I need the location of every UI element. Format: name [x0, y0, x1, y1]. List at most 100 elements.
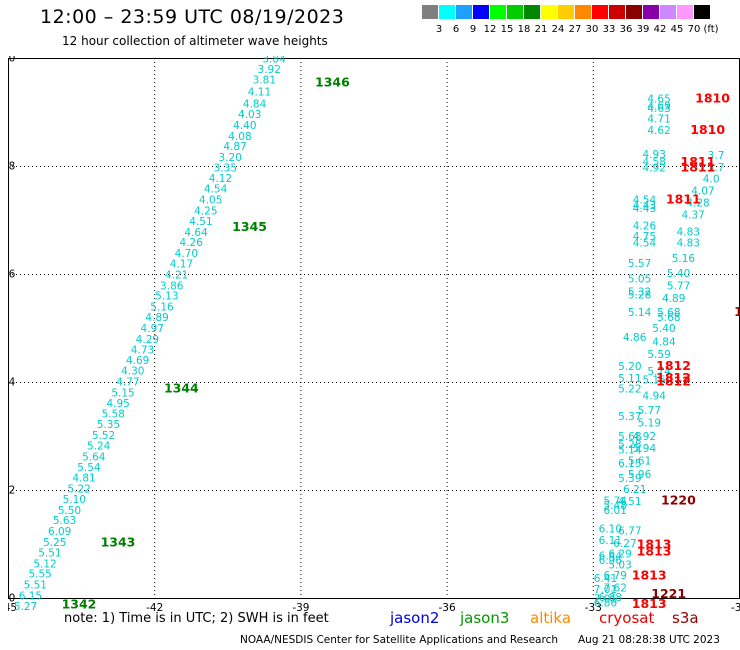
wave-height-label: 4.51 [618, 496, 641, 508]
legend-label: 30 [585, 24, 599, 35]
wave-height-label: 5.54 [77, 462, 101, 474]
wave-height-label: 4.64 [184, 227, 208, 239]
pass-number-label: 1810 [695, 91, 730, 106]
wave-height-label: 4.93 [643, 149, 666, 161]
wave-height-label: 4.51 [189, 216, 212, 228]
wave-height-label: 4.84 [243, 98, 267, 110]
pass-number-label: 1344 [164, 380, 199, 395]
wave-height-label: 6.09 [48, 526, 71, 538]
wave-height-label: 4.92 [633, 431, 656, 443]
wave-height-label: 6.11 [599, 535, 622, 547]
pass-number-label: 1811 [666, 191, 701, 206]
legend-label: 36 [619, 24, 633, 35]
legend-label: 42 [653, 24, 667, 35]
pass-number-label: 1812 [656, 358, 691, 373]
legend-s3a: s3a [672, 609, 699, 627]
wave-height-label: 4.77 [116, 376, 139, 388]
wave-height-label: 6.77 [618, 526, 641, 538]
pass-number-label: 1812 [656, 370, 691, 385]
wave-height-label: 5.77 [667, 280, 690, 292]
wave-height-label: 4.97 [141, 323, 164, 335]
wave-height-label: 4.26 [180, 237, 204, 249]
pass-number-label: 1342 [62, 596, 97, 611]
lon-tick-label: -45 [8, 602, 17, 614]
wave-height-label: 4.86 [623, 332, 647, 344]
wave-height-label: 5.28 [628, 290, 651, 302]
wave-height-label: 6.44 [599, 550, 623, 562]
legend-label: 70 [687, 24, 701, 35]
legend-swatch [677, 5, 693, 19]
pass-number-label: 1813 [637, 544, 672, 559]
wave-height-label: 5.52 [92, 430, 115, 442]
legend-swatch [626, 5, 642, 19]
legend-label: 18 [517, 24, 531, 35]
wave-height-label: 5.13 [155, 291, 178, 303]
legend-label: 15 [500, 24, 514, 35]
wave-height-label: 5.15 [643, 374, 666, 386]
wave-height-label: 6.27 [613, 538, 636, 550]
wave-height-label: 5.40 [652, 323, 675, 335]
wave-height-label: 5.25 [43, 537, 66, 549]
wave-height-label: 6.15 [19, 590, 42, 602]
wave-height-label: 5.55 [28, 569, 51, 581]
wave-height-label: 4.70 [175, 248, 198, 260]
wave-height-label: 4.89 [662, 293, 685, 305]
legend-swatch [507, 5, 523, 19]
legend-jason3: jason3 [460, 609, 510, 627]
wave-height-label: 5.05 [628, 273, 651, 285]
wave-height-label: 3.20 [219, 152, 242, 164]
wave-height-label: 4.0 [703, 173, 720, 185]
wave-height-label: 4.40 [233, 120, 256, 132]
legend-label: (ft) [703, 24, 719, 35]
legend-swatch [541, 5, 557, 19]
pass-number-label: 1813 [632, 567, 667, 582]
lon-tick-label: -30 [731, 602, 740, 614]
wave-height-label: 6.79 [604, 570, 627, 582]
wave-height-label: 4.08 [228, 131, 251, 143]
legend-swatch [456, 5, 472, 19]
wave-height-label: 4.63 [647, 103, 670, 115]
wave-height-label: 4.83 [677, 226, 700, 238]
wave-height-label: 5.24 [87, 441, 111, 453]
wave-height-label: 5.37 [618, 411, 641, 423]
legend-swatch [694, 5, 710, 19]
wave-height-label: 5.12 [33, 558, 56, 570]
wave-height-label: 4.83 [677, 238, 700, 250]
wave-height-label: 5.74 [604, 495, 628, 507]
wave-height-label: 4.17 [170, 259, 193, 271]
wave-height-label: 4.89 [145, 312, 168, 324]
pass-number-label: 1811 [681, 160, 716, 175]
wave-height-label: 5.22 [618, 383, 641, 395]
wave-height-label: 5.68 [657, 307, 680, 319]
wave-height-label: 5.27 [14, 601, 37, 613]
wave-height-label: 4.81 [72, 473, 95, 485]
wave-height-label: 5.40 [667, 268, 690, 280]
wave-height-label: 4.54 [204, 184, 228, 196]
wave-height-label: 6.10 [599, 523, 622, 535]
wave-height-label: 5.51 [24, 580, 47, 592]
wave-height-label: 4.69 [126, 355, 149, 367]
wave-height-label: 5.63 [53, 515, 76, 527]
wave-height-label: 4.95 [106, 398, 129, 410]
wave-height-label: 4.84 [652, 337, 676, 349]
legend-label: 27 [568, 24, 582, 35]
lon-tick-label: -42 [146, 602, 163, 614]
wave-height-label: 4.65 [647, 94, 670, 106]
wave-height-label: 5.11 [618, 373, 641, 385]
wave-height-label: 5.74 [647, 366, 671, 378]
wave-height-label: 5.20 [618, 361, 641, 373]
footer-note: note: 1) Time is in UTC; 2) SWH is in fe… [64, 611, 329, 626]
wave-height-label: 4.21 [165, 270, 188, 282]
wave-height-label: 5.14 [628, 307, 652, 319]
wave-height-label: 6.01 [604, 505, 627, 517]
wave-height-label: 3.81 [253, 75, 276, 87]
lat-tick-label: 30 [8, 56, 15, 65]
pass-number-label: 1813 [637, 537, 672, 552]
wave-height-label: 4.71 [647, 113, 670, 125]
wave-height-label: 4.54 [633, 238, 657, 250]
wave-height-label: 4.03 [238, 109, 261, 121]
pass-number-label: 1813 [632, 596, 667, 611]
wave-height-label: 4.54 [633, 194, 657, 206]
legend-swatch [558, 5, 574, 19]
pass-number-label: 1810 [690, 122, 725, 137]
